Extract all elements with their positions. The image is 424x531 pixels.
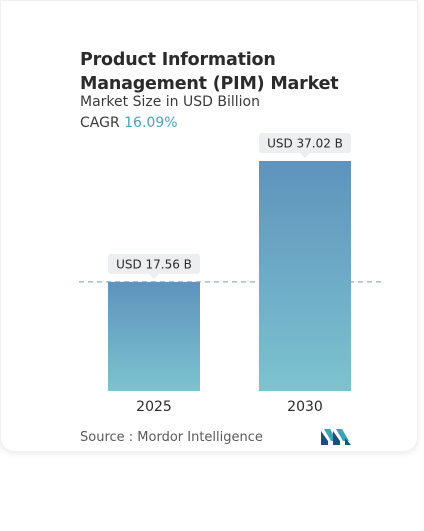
cagr-text: CAGR 16.09%: [80, 115, 178, 131]
chart-card: Product Information Management (PIM) Mar…: [0, 0, 418, 452]
bar-2025: [108, 281, 200, 391]
x-tick-label-2025: 2025: [136, 399, 172, 415]
value-label-pointer-2025: [149, 273, 159, 279]
x-tick-label-2030: 2030: [287, 399, 323, 415]
value-label-2025: USD 17.56 B: [116, 257, 192, 271]
value-label-box-2025: [108, 253, 200, 274]
source-text: Source : Mordor Intelligence: [80, 430, 263, 445]
bars-layer: USD 17.56 B 2025 USD 37.02 B 2030: [79, 133, 383, 415]
cagr-value: 16.09%: [124, 115, 178, 131]
chart-title: Product Information Management (PIM) Mar…: [80, 50, 339, 94]
value-label-box-2030: [259, 133, 351, 153]
value-label-pointer-2030: [300, 153, 310, 158]
value-label-2030: USD 37.02 B: [267, 137, 343, 151]
chart-subtitle: Market Size in USD Billion: [80, 94, 260, 110]
bar-chart: USD 17.56 B 2025 USD 37.02 B 2030: [79, 133, 383, 415]
mordor-intelligence-logo-icon: [321, 429, 351, 449]
cagr-label: CAGR: [80, 115, 120, 131]
bar-2030: [259, 161, 351, 391]
